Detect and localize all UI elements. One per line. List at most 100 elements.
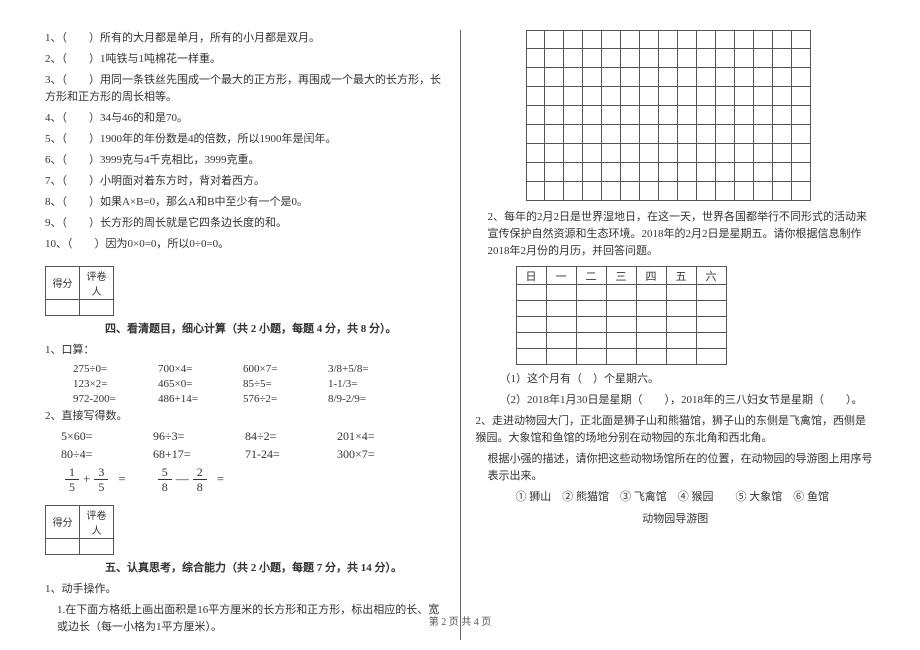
tf-item: 10、（ ）因为0×0=0，所以0÷0=0。: [45, 236, 445, 253]
calendar-cell: [636, 301, 666, 317]
calendar-cell: [516, 301, 546, 317]
grid-cell: [697, 125, 716, 144]
grid-cell: [697, 106, 716, 125]
grid-cell: [564, 163, 583, 182]
q2b: （2）2018年1月30日是星期（ ），2018年的三八妇女节是星期（ ）。: [476, 392, 876, 409]
grid-cell: [678, 125, 697, 144]
grid-cell: [659, 144, 678, 163]
grid-cell: [564, 87, 583, 106]
grader-blank: [80, 538, 114, 554]
calendar-day-header: 日: [516, 267, 546, 285]
frac-1: 15: [65, 466, 79, 493]
calendar-cell: [516, 285, 546, 301]
calendar-cell: [546, 317, 576, 333]
score-blank: [46, 299, 80, 315]
grid-cell: [754, 125, 773, 144]
grid-cell: [716, 125, 735, 144]
grid-cell: [792, 106, 811, 125]
calendar-day-header: 四: [636, 267, 666, 285]
calc-cell: 8/9-2/9=: [328, 393, 413, 405]
tf-item: 9、（ ）长方形的周长就是它四条边长度的和。: [45, 215, 445, 232]
grid-cell: [773, 106, 792, 125]
grid-cell: [564, 49, 583, 68]
tf-item: 2、（ ）1吨铁与1吨棉花一样重。: [45, 51, 445, 68]
grid-cell: [678, 163, 697, 182]
calendar-day-header: 一: [546, 267, 576, 285]
grid-cell: [583, 68, 602, 87]
calc-cell: 123×2=: [73, 378, 158, 390]
calendar-cell: [516, 349, 546, 365]
grid-cell: [697, 30, 716, 49]
q5-1: 1、动手操作。: [45, 581, 445, 598]
grader-label: 评卷人: [80, 505, 114, 538]
calc-cell: 300×7=: [337, 447, 429, 462]
calc-cell: 5×60=: [61, 429, 153, 444]
grid-cell: [678, 68, 697, 87]
calendar-cell: [516, 333, 546, 349]
calendar-day-header: 六: [696, 267, 726, 285]
grid-cell: [564, 182, 583, 201]
grid-cell: [754, 163, 773, 182]
grid-cell: [678, 49, 697, 68]
grid-cell: [678, 182, 697, 201]
grid-cell: [754, 30, 773, 49]
grid-cell: [659, 106, 678, 125]
grid-cell: [773, 30, 792, 49]
grid-cell: [792, 144, 811, 163]
calendar-cell: [576, 301, 606, 317]
grid-cell: [545, 30, 564, 49]
calendar-cell: [696, 285, 726, 301]
calc-cell: 71-24=: [245, 447, 337, 462]
answer-grid: [526, 30, 811, 201]
grid-cell: [659, 182, 678, 201]
grid-cell: [526, 144, 545, 163]
frac-2: 35: [94, 466, 108, 493]
calendar-cell: [666, 349, 696, 365]
calc-row: 123×2=465×0=85÷5=1-1/3=: [45, 378, 445, 390]
grid-cell: [526, 125, 545, 144]
grid-cell: [545, 125, 564, 144]
calendar-cell: [606, 349, 636, 365]
grid-cell: [735, 125, 754, 144]
calendar-day-header: 二: [576, 267, 606, 285]
grid-cell: [583, 87, 602, 106]
grid-cell: [583, 125, 602, 144]
calendar-cell: [606, 301, 636, 317]
calendar-cell: [666, 317, 696, 333]
grid-cell: [754, 182, 773, 201]
grid-cell: [526, 30, 545, 49]
grid-cell: [697, 49, 716, 68]
calc-row: 275÷0=700×4=600×7=3/8+5/8=: [45, 363, 445, 375]
section-5-title: 五、认真思考，综合能力（共 2 小题，每题 7 分，共 14 分）。: [105, 559, 445, 575]
minus-sign: —: [176, 471, 189, 487]
score-label: 得分: [46, 505, 80, 538]
grid-cell: [697, 144, 716, 163]
tf-item: 1、（ ）所有的大月都是单月，所有的小月都是双月。: [45, 30, 445, 47]
eq-sign: =: [118, 471, 125, 487]
grid-cell: [640, 30, 659, 49]
calc-cell: 275÷0=: [73, 363, 158, 375]
calendar-cell: [696, 333, 726, 349]
grid-cell: [754, 106, 773, 125]
grid-cell: [697, 68, 716, 87]
grid-cell: [602, 30, 621, 49]
calc-cell: 96÷3=: [153, 429, 245, 444]
calendar-cell: [666, 285, 696, 301]
calc-cell: 201×4=: [337, 429, 429, 444]
right-column: 2、每年的2月2日是世界湿地日，在这一天，世界各国都举行不同形式的活动来宣传保护…: [476, 30, 876, 640]
tf-item: 8、（ ）如果A×B=0，那么A和B中至少有一个是0。: [45, 194, 445, 211]
calendar-cell: [696, 301, 726, 317]
grid-cell: [716, 106, 735, 125]
eq-sign-2: =: [217, 471, 224, 487]
grid-cell: [583, 30, 602, 49]
left-column: 1、（ ）所有的大月都是单月，所有的小月都是双月。 2、（ ）1吨铁与1吨棉花一样…: [45, 30, 445, 640]
calendar-cell: [576, 317, 606, 333]
calendar-cell: [546, 301, 576, 317]
grid-cell: [754, 68, 773, 87]
grid-cell: [640, 49, 659, 68]
tf-item: 5、（ ）1900年的年份数是4的倍数，所以1900年是闰年。: [45, 131, 445, 148]
calendar-cell: [546, 285, 576, 301]
score-box-4: 得分 评卷人: [45, 266, 114, 316]
grid-cell: [754, 144, 773, 163]
zoo-map-title: 动物园导游图: [476, 510, 876, 526]
